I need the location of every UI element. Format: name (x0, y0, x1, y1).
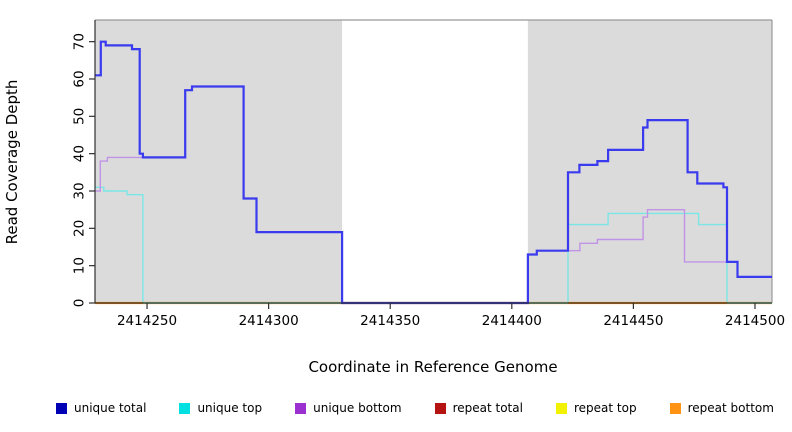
legend-label: unique top (197, 401, 263, 415)
legend-item-unique-total: unique total (56, 401, 146, 415)
legend-item-repeat-total: repeat total (434, 401, 523, 415)
legend-label: unique bottom (313, 401, 402, 415)
legend-item-unique-bottom: unique bottom (295, 401, 402, 415)
y-tick-label: 40 (72, 145, 88, 162)
axes: 2414250 2414300 2414350 2414400 2414450 24145… (72, 20, 785, 329)
legend-swatch-icon (669, 402, 681, 414)
chart-legend: unique total unique top unique bottom repea… (0, 394, 792, 422)
shaded-panel (95, 20, 343, 303)
y-tick-label: 0 (72, 299, 88, 308)
legend-swatch-icon (555, 402, 567, 414)
shaded-panels (95, 20, 772, 303)
legend-label: unique total (74, 401, 147, 415)
legend-item-repeat-bottom: repeat bottom (669, 401, 774, 415)
legend-swatch-icon (295, 402, 307, 414)
x-tick-label: 2414250 (117, 313, 177, 329)
y-tick-label: 10 (72, 257, 88, 274)
coverage-chart: 2414250 2414300 2414350 2414400 2414450 24145… (3, 19, 785, 376)
legend-label: repeat total (452, 401, 523, 415)
x-tick-label: 2414450 (603, 313, 663, 329)
plot-frame (95, 19, 773, 303)
legend-item-unique-top: unique top (179, 401, 262, 415)
legend-swatch-icon (56, 402, 67, 414)
x-tick-label: 2414500 (725, 313, 785, 329)
series-unique-top (95, 186, 772, 304)
legend-swatch-icon (434, 402, 446, 414)
x-tick-label: 2414400 (482, 313, 542, 329)
x-tick-label: 2414350 (360, 313, 420, 329)
shaded-panel (527, 20, 772, 303)
series-unique-total (95, 40, 772, 305)
x-axis-title: Coordinate in Reference Genome (308, 358, 557, 376)
y-tick-label: 70 (72, 33, 88, 50)
y-tick-label: 30 (72, 182, 88, 199)
legend-label: repeat bottom (687, 401, 774, 415)
y-axis-title: Read Coverage Depth (3, 80, 21, 245)
y-tick-label: 50 (72, 108, 88, 125)
legend-item-repeat-top: repeat top (555, 401, 637, 415)
legend-label: repeat top (573, 401, 637, 415)
x-tick-label: 2414300 (239, 313, 299, 329)
y-tick-label: 20 (72, 220, 88, 237)
y-tick-label: 60 (72, 70, 88, 87)
legend-swatch-icon (179, 402, 191, 414)
